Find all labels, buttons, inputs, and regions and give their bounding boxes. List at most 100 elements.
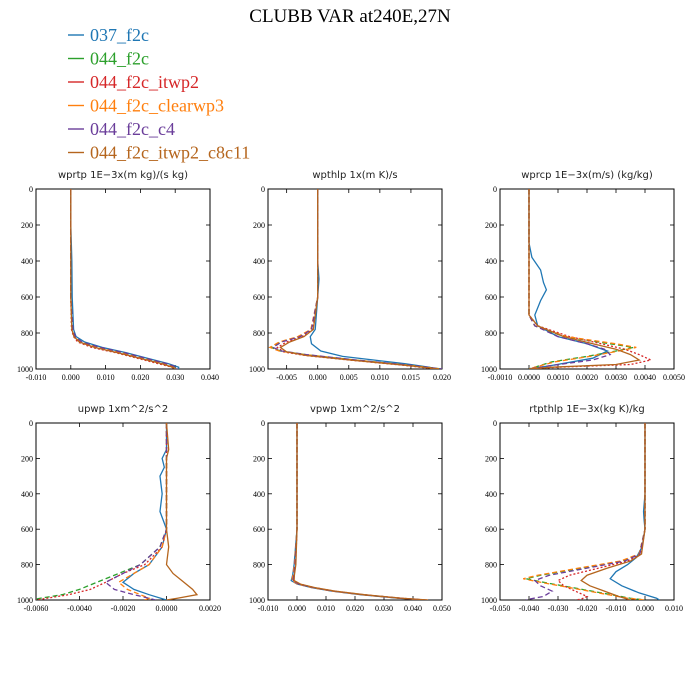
series-line-044-f2c-itwp2 xyxy=(292,423,428,600)
x-tick-label: 0.005 xyxy=(340,373,358,382)
y-tick-label: 0 xyxy=(493,419,497,428)
x-tick-label: 0.020 xyxy=(131,373,149,382)
x-tick-label: 0.030 xyxy=(166,373,184,382)
series-line-044-f2c-clearwp3 xyxy=(523,423,646,600)
y-tick-label: 400 xyxy=(21,490,33,499)
x-tick-label: -0.030 xyxy=(548,604,569,613)
y-tick-label: 600 xyxy=(21,293,33,302)
plot-frame xyxy=(499,422,675,601)
series-line-044-f2c-clearwp3 xyxy=(268,189,441,369)
y-tick-label: 200 xyxy=(253,221,265,230)
chart-panel: wprcp 1E−3x(m/s) (kg/kg) 0 200 400 600 800 100… xyxy=(481,170,685,382)
x-tick-label: -0.010 xyxy=(26,373,47,382)
y-tick-label: 0 xyxy=(261,419,265,428)
x-tick-label: -0.010 xyxy=(606,604,627,613)
y-tick-label: 800 xyxy=(485,329,497,338)
y-tick-label: 1000 xyxy=(249,365,265,374)
x-tick-label: 0.010 xyxy=(371,373,389,382)
x-tick-label: 0.0000 xyxy=(156,604,178,613)
series-line-044-f2c-itwp2 xyxy=(556,423,646,600)
panels: wprtp 1E−3x(m kg)/(s kg) 0 200 400 600 800 100… xyxy=(17,170,685,613)
series-line-044-f2c-itwp2 xyxy=(36,423,168,600)
legend-label: 044_f2c_itwp2_c8c11 xyxy=(90,143,250,163)
chart-panel: upwp 1xm^2/s^2 0 200 400 600 800 1000-0.0060 -0… xyxy=(17,404,221,613)
series-line-044-f2c-clearwp3 xyxy=(291,423,426,600)
series-line-044-f2c-itwp2-c8c11 xyxy=(279,189,439,369)
y-tick-label: 1000 xyxy=(17,365,33,374)
y-tick-label: 800 xyxy=(253,329,265,338)
series-line-037-f2c xyxy=(609,423,660,600)
x-tick-label: 0.040 xyxy=(404,604,422,613)
y-tick-label: 200 xyxy=(485,221,497,230)
panel-title: rtpthlp 1E−3x(kg K)/kg xyxy=(529,404,644,415)
y-tick-label: 1000 xyxy=(249,596,265,605)
series-line-044-f2c-itwp2-c8c11 xyxy=(70,189,176,369)
x-tick-label: -0.010 xyxy=(258,604,279,613)
y-tick-label: 1000 xyxy=(481,596,497,605)
series-line-044-f2c-c4 xyxy=(104,423,168,600)
y-tick-label: 800 xyxy=(21,329,33,338)
y-tick-label: 200 xyxy=(21,454,33,463)
y-tick-label: 600 xyxy=(253,525,265,534)
x-tick-label: 0.0020 xyxy=(576,373,598,382)
series-line-044-f2c xyxy=(291,423,427,600)
y-tick-label: 400 xyxy=(485,490,497,499)
y-tick-label: 0 xyxy=(261,185,265,194)
y-tick-label: 0 xyxy=(29,185,33,194)
x-tick-label: 0.040 xyxy=(201,373,219,382)
legend-label: 037_f2c xyxy=(90,25,149,45)
x-tick-label: 0.010 xyxy=(665,604,683,613)
panel-title: upwp 1xm^2/s^2 xyxy=(78,404,168,415)
legend: 037_f2c 044_f2c 044_f2c_itwp2 044_f2c_clear… xyxy=(68,25,250,163)
y-tick-label: 1000 xyxy=(481,365,497,374)
plot-frame xyxy=(35,188,211,370)
chart-panel: vpwp 1xm^2/s^2 0 200 400 600 800 1000-0.010 0.0… xyxy=(249,404,451,613)
series-line-044-f2c-itwp2-c8c11 xyxy=(293,423,429,600)
panel-title: wprtp 1E−3x(m kg)/(s kg) xyxy=(58,170,188,181)
y-tick-label: 200 xyxy=(485,454,497,463)
series-line-044-f2c-c4 xyxy=(271,189,442,369)
y-tick-label: 600 xyxy=(21,525,33,534)
x-tick-label: -0.020 xyxy=(577,604,598,613)
x-tick-label: 0.0000 xyxy=(518,373,540,382)
series-line-044-f2c-itwp2-c8c11 xyxy=(165,423,199,600)
panel-title: wpthlp 1x(m K)/s xyxy=(312,170,397,181)
y-tick-label: 400 xyxy=(21,257,33,266)
y-tick-label: 800 xyxy=(253,561,265,570)
series-line-044-f2c-itwp2 xyxy=(528,189,653,369)
x-tick-label: 0.020 xyxy=(433,373,451,382)
y-tick-label: 400 xyxy=(485,257,497,266)
y-tick-label: 400 xyxy=(253,257,265,266)
series-line-044-f2c xyxy=(269,189,442,369)
x-tick-label: 0.010 xyxy=(317,604,335,613)
legend-label: 044_f2c xyxy=(90,49,149,69)
y-tick-label: 400 xyxy=(253,490,265,499)
x-tick-label: -0.040 xyxy=(519,604,540,613)
series-line-044-f2c-clearwp3 xyxy=(528,189,637,369)
series-line-037-f2c xyxy=(70,189,180,369)
x-tick-label: 0.010 xyxy=(97,373,115,382)
y-tick-label: 0 xyxy=(29,419,33,428)
legend-label: 044_f2c_itwp2 xyxy=(90,72,199,92)
x-tick-label: -0.005 xyxy=(276,373,297,382)
x-tick-label: 0.0020 xyxy=(199,604,221,613)
x-tick-label: -0.0020 xyxy=(111,604,136,613)
x-tick-label: -0.0060 xyxy=(24,604,49,613)
plot-frame xyxy=(267,188,443,370)
legend-label: 044_f2c_clearwp3 xyxy=(90,96,224,116)
legend-label: 044_f2c_c4 xyxy=(90,119,175,139)
series-line-044-f2c-c4 xyxy=(292,423,427,600)
figure-title: CLUBB VAR at240E,27N xyxy=(249,6,451,27)
x-tick-label: -0.0040 xyxy=(67,604,92,613)
series-line-044-f2c-itwp2 xyxy=(276,189,436,369)
chart-panel: wpthlp 1x(m K)/s 0 200 400 600 800 1000 -0.005 0… xyxy=(249,170,451,382)
series-line-044-f2c xyxy=(36,423,168,600)
y-tick-label: 800 xyxy=(485,561,497,570)
series-line-037-f2c xyxy=(121,423,168,600)
y-tick-label: 800 xyxy=(21,561,33,570)
y-tick-label: 200 xyxy=(253,454,265,463)
x-tick-label: 0.0010 xyxy=(547,373,569,382)
series-line-044-f2c-itwp2-c8c11 xyxy=(580,423,646,600)
y-tick-label: 0 xyxy=(493,185,497,194)
